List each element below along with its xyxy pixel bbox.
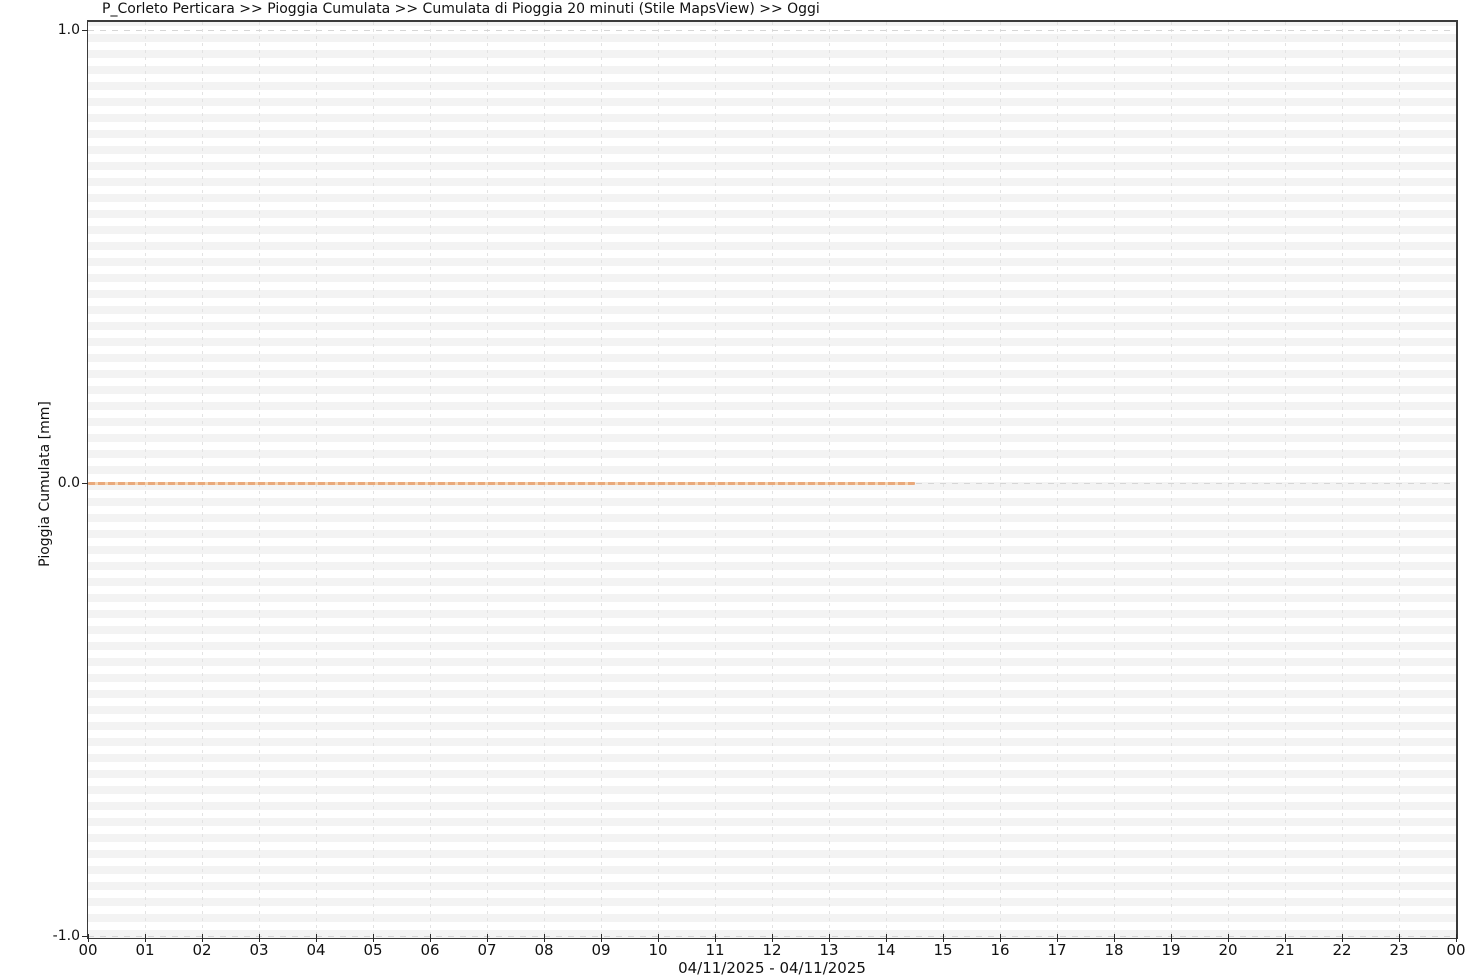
x-axis-tickmark — [1285, 934, 1286, 942]
hour-gridline — [1342, 22, 1343, 938]
y-axis-tickmark — [82, 936, 88, 937]
hour-gridline — [544, 22, 545, 938]
hour-gridline — [886, 22, 887, 938]
hour-gridline — [316, 22, 317, 938]
x-tick-label: 22 — [1332, 941, 1352, 959]
y-axis-labels: 1.0 0.0 -1.0 — [0, 22, 83, 944]
x-axis-tickmark — [1399, 934, 1400, 942]
x-axis-tickmark — [316, 934, 317, 942]
x-axis-tickmark — [601, 934, 602, 942]
hour-gridline — [601, 22, 602, 938]
x-axis-tickmark — [430, 934, 431, 942]
hour-gridline — [772, 22, 773, 938]
value-gridline — [88, 30, 1456, 31]
x-axis-tickmark — [202, 934, 203, 942]
x-axis-tickmark — [487, 934, 488, 942]
x-axis-tickmark — [829, 934, 830, 942]
x-tick-label: 12 — [762, 941, 782, 959]
hour-gridline — [373, 22, 374, 938]
x-tick-label: 06 — [420, 941, 440, 959]
x-tick-label: 18 — [1104, 941, 1124, 959]
chart-title: P_Corleto Perticara >> Pioggia Cumulata … — [102, 1, 820, 17]
x-axis-tickmark — [1057, 934, 1058, 942]
hour-gridline — [1114, 22, 1115, 938]
x-axis-tickmark — [1171, 934, 1172, 942]
x-axis-tickmark — [88, 934, 89, 942]
x-axis-tickmark — [373, 934, 374, 942]
hour-gridline — [943, 22, 944, 938]
x-tick-label: 17 — [1047, 941, 1067, 959]
x-tick-label: 15 — [933, 941, 953, 959]
y-axis-tickmark — [82, 30, 88, 31]
x-tick-label: 21 — [1275, 941, 1295, 959]
hour-gridline — [487, 22, 488, 938]
x-tick-label: 11 — [705, 941, 725, 959]
y-tick-label: 0.0 — [57, 475, 80, 491]
x-axis-tickmark — [1228, 934, 1229, 942]
x-tick-label: 10 — [648, 941, 668, 959]
hour-gridline — [829, 22, 830, 938]
hour-gridline — [658, 22, 659, 938]
x-axis-tickmark — [658, 934, 659, 942]
hour-gridline — [1000, 22, 1001, 938]
hour-gridline — [202, 22, 203, 938]
x-tick-label: 20 — [1218, 941, 1238, 959]
hour-gridline — [1285, 22, 1286, 938]
hour-gridline — [1399, 22, 1400, 938]
x-axis-tickmark — [1456, 934, 1457, 942]
x-tick-label: 07 — [477, 941, 497, 959]
x-axis-tickmark — [943, 934, 944, 942]
hour-gridline — [715, 22, 716, 938]
x-tick-label: 09 — [591, 941, 611, 959]
x-axis-tickmark — [1000, 934, 1001, 942]
x-axis-labels: 00 01 02 03 04 05 06 07 08 09 10 11 12 13 14 15 16 17 18 19… — [78, 941, 1465, 959]
x-axis-tickmark — [1342, 934, 1343, 942]
x-axis-tickmark — [1114, 934, 1115, 942]
y-axis-tickmarks — [82, 22, 88, 938]
x-axis-tickmark — [259, 934, 260, 942]
x-tick-label: 16 — [990, 941, 1010, 959]
x-tick-label: 08 — [534, 941, 554, 959]
x-tick-label: 23 — [1389, 941, 1409, 959]
date-range-label: 04/11/2025 - 04/11/2025 — [678, 959, 866, 977]
y-tick-label: -1.0 — [52, 928, 80, 944]
x-tick-label: 13 — [819, 941, 839, 959]
hour-gridline — [1228, 22, 1229, 938]
x-axis-tickmark — [715, 934, 716, 942]
x-tick-label: 00 — [78, 941, 98, 959]
hour-gridline — [1171, 22, 1172, 938]
x-axis-tickmark — [886, 934, 887, 942]
x-tick-label: 14 — [876, 941, 896, 959]
x-tick-label: 00 — [1446, 941, 1466, 959]
x-tick-label: 05 — [363, 941, 383, 959]
x-tick-label: 01 — [135, 941, 155, 959]
y-tick-label: 1.0 — [57, 22, 80, 38]
hour-gridline — [430, 22, 431, 938]
x-axis-tickmark — [772, 934, 773, 942]
x-tick-label: 03 — [249, 941, 269, 959]
x-axis-tickmark — [544, 934, 545, 942]
x-axis-tickmarks — [88, 934, 1457, 942]
x-tick-label: 19 — [1161, 941, 1181, 959]
hour-gridline — [1057, 22, 1058, 938]
x-tick-label: 04 — [306, 941, 326, 959]
hour-gridline — [145, 22, 146, 938]
rain-series-line — [88, 482, 915, 485]
y-axis-tickmark — [82, 483, 88, 484]
plot-area — [87, 20, 1458, 939]
hour-gridline — [259, 22, 260, 938]
x-axis-tickmark — [145, 934, 146, 942]
x-tick-label: 02 — [192, 941, 212, 959]
